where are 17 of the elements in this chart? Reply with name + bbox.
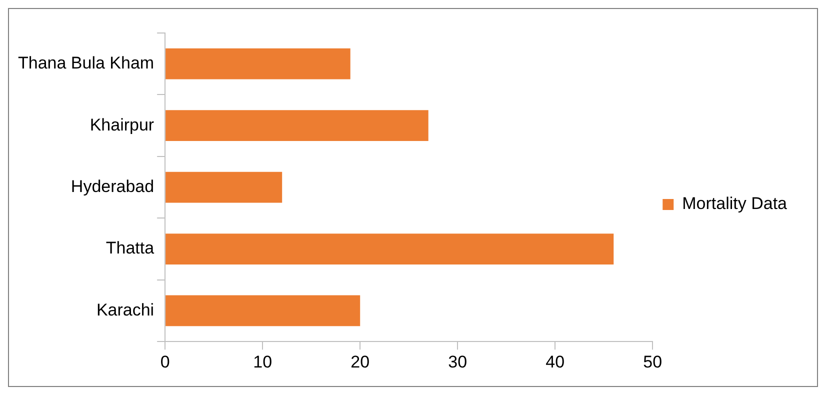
- bar: [166, 48, 350, 80]
- y-tick-label: Thatta: [106, 238, 155, 258]
- y-tick-label: Thana Bula Kham: [18, 54, 154, 73]
- x-tick-label: 50: [643, 352, 662, 372]
- x-tick-label: 20: [350, 352, 370, 372]
- x-tick-label: 30: [448, 352, 468, 372]
- legend-label: Mortality Data: [682, 194, 788, 214]
- bar: [166, 172, 282, 203]
- x-tick-label: 0: [160, 352, 170, 372]
- bar: [166, 110, 428, 142]
- y-tick-label: Khairpur: [90, 115, 154, 134]
- x-tick-label: 10: [253, 352, 272, 372]
- bar: [166, 295, 360, 326]
- x-tick-label: 40: [546, 352, 565, 372]
- y-tick-label: Karachi: [96, 300, 154, 320]
- bar: [166, 234, 614, 264]
- y-tick-label: Hyderabad: [70, 176, 154, 196]
